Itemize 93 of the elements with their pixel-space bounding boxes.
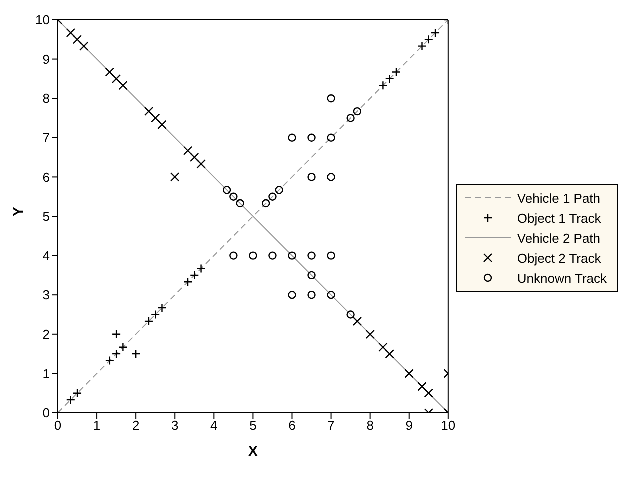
point xyxy=(366,330,375,339)
point xyxy=(105,356,115,366)
point xyxy=(112,74,122,84)
point xyxy=(327,134,336,142)
point xyxy=(105,68,115,77)
point xyxy=(230,192,238,201)
x-axis-title: X xyxy=(248,443,259,459)
x-tick-label: 2 xyxy=(132,418,140,434)
y-tick-label: 6 xyxy=(42,170,50,185)
point xyxy=(392,68,402,77)
point xyxy=(424,388,434,398)
point xyxy=(158,120,167,130)
y-axis-title: Y xyxy=(10,206,26,216)
point xyxy=(66,395,76,405)
point xyxy=(151,310,160,320)
y-tick-label: 4 xyxy=(42,248,50,264)
x-tick-label: 4 xyxy=(210,418,218,434)
point xyxy=(378,81,388,90)
point xyxy=(346,310,355,319)
point xyxy=(424,35,434,44)
x-tick-label: 8 xyxy=(366,418,374,434)
point xyxy=(236,199,244,208)
point xyxy=(112,349,122,359)
point xyxy=(430,28,440,38)
y-tick-label: 3 xyxy=(42,288,50,303)
point xyxy=(72,35,82,44)
y-tick-label: 9 xyxy=(42,52,50,67)
legend-label: Object 1 Track xyxy=(517,210,602,226)
point xyxy=(80,42,89,51)
point xyxy=(308,134,316,142)
point xyxy=(268,252,277,260)
x-tick-label: 0 xyxy=(54,418,62,434)
point xyxy=(268,192,277,201)
point xyxy=(249,252,258,260)
point xyxy=(346,114,355,122)
x-tick-label: 7 xyxy=(328,418,335,434)
point xyxy=(327,252,336,260)
y-tick-label: 2 xyxy=(42,327,50,342)
point xyxy=(131,349,141,359)
legend-label: Object 2 Track xyxy=(517,250,602,266)
x-tick-label: 1 xyxy=(93,418,101,434)
point xyxy=(262,199,270,208)
x-tick-label: 9 xyxy=(406,418,413,434)
point xyxy=(288,134,296,142)
point xyxy=(352,316,362,326)
point xyxy=(118,81,128,90)
legend-label: Vehicle 1 Path xyxy=(517,190,601,206)
point xyxy=(418,382,427,392)
x-tick-label: 6 xyxy=(288,418,296,434)
y-tick-label: 10 xyxy=(36,12,50,28)
point xyxy=(385,349,394,359)
x-tick-label: 5 xyxy=(250,418,257,434)
point xyxy=(118,342,128,352)
point xyxy=(222,186,232,194)
point xyxy=(144,106,154,116)
point xyxy=(378,342,388,352)
point xyxy=(308,252,316,260)
point xyxy=(327,291,336,300)
point xyxy=(72,388,82,398)
point xyxy=(418,42,427,51)
point xyxy=(353,107,362,116)
point xyxy=(196,264,206,274)
point xyxy=(112,330,122,339)
point xyxy=(151,114,160,123)
x-tick-label: 3 xyxy=(172,418,179,434)
point xyxy=(190,270,200,280)
legend-label: Vehicle 2 Path xyxy=(517,230,601,246)
point xyxy=(183,146,193,156)
x-tick-label: 10 xyxy=(441,418,456,434)
point xyxy=(308,271,316,280)
point xyxy=(170,172,180,182)
y-tick-label: 0 xyxy=(42,406,50,421)
point xyxy=(288,291,296,300)
point xyxy=(327,173,336,182)
point xyxy=(196,160,206,169)
y-tick-label: 7 xyxy=(42,130,50,146)
point xyxy=(385,74,394,84)
point xyxy=(308,291,316,300)
point xyxy=(327,94,336,103)
point xyxy=(183,278,193,287)
y-tick-label: 1 xyxy=(42,366,50,382)
y-tick-label: 5 xyxy=(42,209,50,224)
point xyxy=(230,252,238,260)
y-tick-label: 8 xyxy=(42,91,50,106)
point xyxy=(144,316,154,326)
point xyxy=(275,186,284,194)
point xyxy=(308,173,316,182)
legend-label: Unknown Track xyxy=(517,270,607,286)
point xyxy=(404,369,414,378)
point xyxy=(190,152,200,162)
point xyxy=(288,252,296,260)
point xyxy=(158,303,167,313)
point xyxy=(66,28,76,38)
